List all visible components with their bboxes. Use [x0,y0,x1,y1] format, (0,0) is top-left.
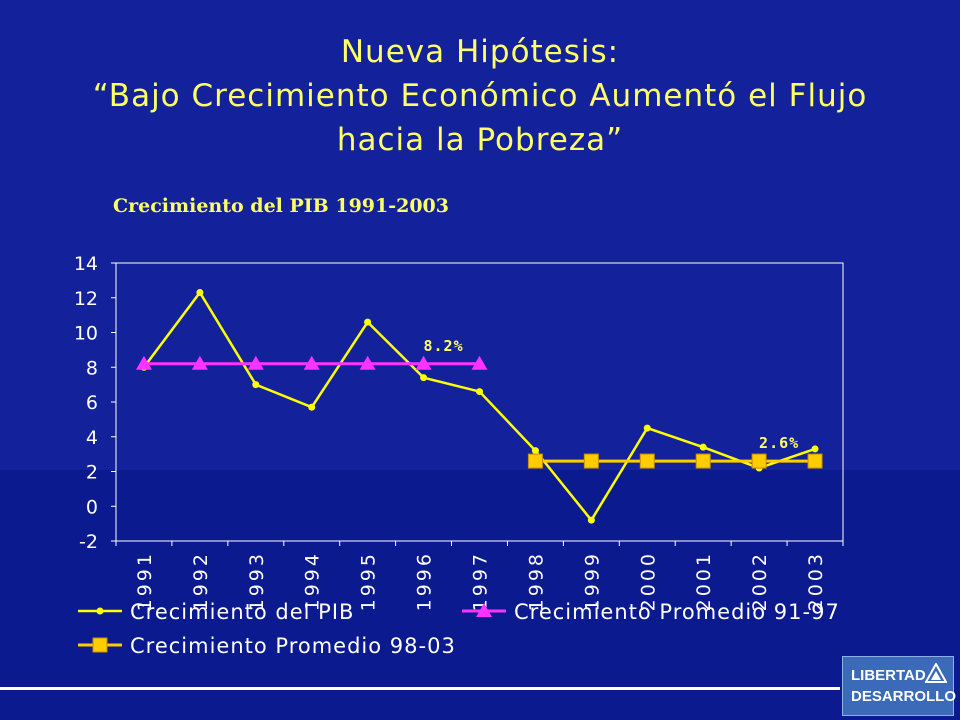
series-1-point [196,289,204,297]
series-1-point [699,443,707,451]
series-2-point [135,355,152,370]
x-tick-label: 1991 [134,551,156,611]
legend-label: Crecimiento Promedio 98-03 [130,634,456,658]
series-3-point [807,453,823,469]
x-tick-label: 2000 [637,551,659,611]
series-1-point [587,516,595,524]
y-tick-label: 0 [86,496,98,518]
x-tick-label: 1998 [525,551,547,611]
series-2-point [471,355,488,370]
logo-line-1: LIBERTAD [851,667,926,684]
x-tick-label: 1996 [414,551,436,611]
plot-area-frame [115,262,844,542]
footer-divider [0,687,840,690]
series-2-point [359,355,376,370]
y-tick-label: 12 [74,288,98,310]
series-2-point [191,355,208,370]
y-tick-label: 4 [86,427,98,449]
slide-title: Nueva Hipótesis: “Bajo Crecimiento Econó… [0,30,960,162]
data-annotation: 2.6% [759,434,799,452]
y-tick-label: 14 [74,253,98,275]
libertad-desarrollo-logo: LIBERTAD DESARROLLO [842,656,956,716]
y-tick-label: 8 [86,357,98,379]
series-2-point [415,355,432,370]
series-1-point [476,388,483,396]
legend-label: Crecimiento del PIB [130,600,354,624]
legend-swatch-marker [96,607,104,615]
series-1-point [531,447,539,455]
x-tick-label: 2002 [749,551,771,611]
series-1-point [308,403,316,411]
x-tick-label: 1992 [190,551,212,611]
y-tick-label: -2 [79,531,98,553]
slide-title-line-2: “Bajo Crecimiento Económico Aumentó el F… [92,78,868,114]
legend-swatch-marker [476,603,492,617]
series-2-point [247,355,264,370]
series-2-point [303,355,320,370]
series-1-point [643,424,651,432]
x-tick-label: 2003 [805,551,827,611]
x-tick-label: 2001 [693,551,715,611]
logo-line-2: DESARROLLO [851,688,956,705]
chart-title: Crecimiento del PIB 1991-2003 [113,195,449,217]
x-tick-label: 1995 [358,551,380,611]
series-1-point [811,445,819,453]
series-3-point [639,453,655,469]
series-3-point [527,453,543,469]
series-3-point [695,453,711,469]
series-line-1 [142,290,816,523]
y-tick-label: 10 [74,323,98,345]
x-tick-label: 1999 [581,551,603,611]
series-1-point [252,381,260,389]
slide-title-line-3: hacia la Pobreza” [336,122,624,158]
triangle-logo-icon [925,663,947,683]
series-3-point [583,453,599,469]
series-1-point [364,318,372,326]
slide-title-line-1: Nueva Hipótesis: [340,34,620,70]
x-tick-label: 1993 [246,551,268,611]
legend-label: Crecimiento Promedio 91-97 [514,600,840,624]
y-tick-label: 6 [86,392,98,414]
legend-swatch-marker [92,637,108,653]
x-tick-label: 1994 [302,551,324,611]
x-tick-label: 1997 [470,551,492,611]
series-1-point [420,374,428,382]
y-tick-label: 2 [86,462,98,484]
data-annotation: 8.2% [424,337,464,355]
series-3-point [751,453,767,469]
